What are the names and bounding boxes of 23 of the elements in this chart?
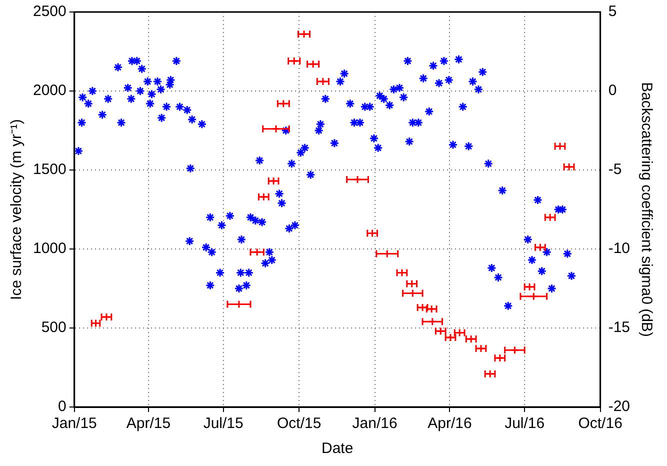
x-tick-label: Jul/15 xyxy=(203,415,244,432)
y2-tick-label: -5 xyxy=(608,161,622,178)
y-tick-label: 500 xyxy=(41,319,66,336)
y-tick-label: 0 xyxy=(58,398,66,416)
x-tick-label: Oct/15 xyxy=(276,415,322,432)
x-tick-label: Jan/15 xyxy=(52,415,97,432)
x-tick-label: Jul/16 xyxy=(504,415,545,432)
y2-tick-label: 5 xyxy=(608,3,617,20)
y-tick-label: 2500 xyxy=(32,3,66,20)
x-tick-label: Apr/15 xyxy=(126,415,171,432)
x-tick-label: Apr/16 xyxy=(428,415,472,432)
y2-tick-label: -20 xyxy=(608,398,630,416)
y2-tick-label: -10 xyxy=(608,240,630,258)
y2-tick-label: 0 xyxy=(608,82,617,100)
y-tick-label: 1500 xyxy=(32,161,66,178)
x-tick-label: Oct/16 xyxy=(578,415,622,432)
x-tick-label: Jan/16 xyxy=(352,415,398,432)
y-tick-label: 2000 xyxy=(32,82,66,100)
y2-tick-label: -15 xyxy=(608,319,630,336)
x-axis-title: Date xyxy=(322,440,354,458)
y2-axis-title: Backscattering coefficient sigma0 (dB) xyxy=(638,82,655,337)
y-axis-title: Ice surface velocity (m yr⁻¹) xyxy=(8,119,26,300)
y-tick-label: 1000 xyxy=(32,240,66,258)
